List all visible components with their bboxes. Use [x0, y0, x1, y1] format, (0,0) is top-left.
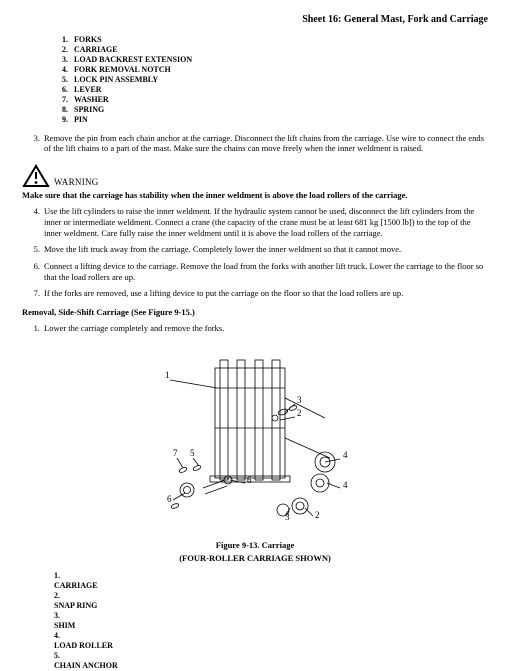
step-text: Remove the pin from each chain anchor at…: [44, 133, 488, 154]
step-text: Connect a lifting device to the carriage…: [44, 261, 488, 282]
figure-caption-2: (FOUR-ROLLER CARRIAGE SHOWN): [179, 553, 331, 564]
svg-text:4: 4: [343, 480, 348, 490]
svg-text:7: 7: [173, 448, 178, 458]
parts-list-num: 4.: [54, 631, 488, 641]
parts-list-row: 6. LEVER: [54, 85, 488, 95]
step-text: Move the lift truck away from the carria…: [44, 244, 488, 255]
parts-list-num: 1.: [54, 35, 68, 45]
parts-list-row: 3.SHIM: [54, 611, 488, 631]
svg-text:6: 6: [247, 475, 252, 485]
svg-text:5: 5: [190, 448, 195, 458]
parts-list-row: 4. FORK REMOVAL NOTCH: [54, 65, 488, 75]
parts-list-row: 8. SPRING: [54, 105, 488, 115]
parts-list-label: LOAD ROLLER: [54, 641, 488, 651]
parts-list-label: PIN: [74, 115, 88, 125]
parts-list-row: 1. FORKS: [54, 35, 488, 45]
parts-list-row: 1.CARRIAGE: [54, 571, 488, 591]
figure-caption-1: Figure 9-13. Carriage: [216, 540, 294, 551]
parts-list-label: CARRIAGE: [74, 45, 118, 55]
sheet-header: Sheet 16: General Mast, Fork and Carriag…: [22, 14, 488, 27]
parts-list-num: 4.: [54, 65, 68, 75]
step-text: If the forks are removed, use a lifting …: [44, 288, 488, 299]
step-number: 3.: [22, 133, 40, 154]
parts-list-bottom: 1.CARRIAGE2.SNAP RING3.SHIM4.LOAD ROLLER…: [54, 571, 488, 671]
step-4: 4. Use the lift cylinders to raise the i…: [22, 206, 488, 238]
parts-list-num: 6.: [54, 85, 68, 95]
parts-list-label: FORKS: [74, 35, 102, 45]
step-text: Lower the carriage completely and remove…: [44, 323, 488, 334]
parts-list-num: 1.: [54, 571, 488, 581]
warning-icon: [22, 164, 50, 188]
figure-9-13: 1 3 2 7 5 6 6 4 4 3 2 Figure 9-13. Carriage (FOUR-…: [22, 338, 488, 563]
parts-list-label: SNAP RING: [54, 601, 488, 611]
warning-line: Make sure that the carriage has stabilit…: [22, 190, 488, 201]
parts-list-num: 8.: [54, 105, 68, 115]
removal-subhead: Removal, Side-Shift Carriage (See Figure…: [22, 307, 488, 318]
parts-list-row: 5. LOCK PIN ASSEMBLY: [54, 75, 488, 85]
warning-label: WARNING: [54, 177, 99, 188]
carriage-diagram: 1 3 2 7 5 6 6 4 4 3 2: [125, 338, 385, 538]
step-5: 5. Move the lift truck away from the car…: [22, 244, 488, 255]
step-number: 6.: [22, 261, 40, 282]
procedure-steps: 3. Remove the pin from each chain anchor…: [22, 133, 488, 154]
parts-list-num: 9.: [54, 115, 68, 125]
parts-list-top: 1. FORKS 2. CARRIAGE 3. LOAD BACKREST EXTENSI…: [54, 35, 488, 125]
page: Sheet 16: General Mast, Fork and Carriag…: [0, 0, 510, 660]
parts-list-label: CHAIN ANCHOR: [54, 661, 488, 671]
parts-list-num: 3.: [54, 611, 488, 621]
parts-list-label: SHIM: [54, 621, 488, 631]
svg-text:2: 2: [315, 510, 320, 520]
parts-list-label: FORK REMOVAL NOTCH: [74, 65, 171, 75]
step-3: 3. Remove the pin from each chain anchor…: [22, 133, 488, 154]
parts-list-row: 4.LOAD ROLLER: [54, 631, 488, 651]
parts-list-label: SPRING: [74, 105, 104, 115]
parts-list-row: 2. CARRIAGE: [54, 45, 488, 55]
parts-list-num: 2.: [54, 45, 68, 55]
parts-list-num: 7.: [54, 95, 68, 105]
parts-list-label: CARRIAGE: [54, 581, 488, 591]
svg-text:2: 2: [297, 408, 302, 418]
parts-list-label: LOAD BACKREST EXTENSION: [74, 55, 192, 65]
step-number: 7.: [22, 288, 40, 299]
svg-text:3: 3: [285, 512, 290, 522]
parts-list-row: 5.CHAIN ANCHOR: [54, 651, 488, 671]
step-number: 1.: [22, 323, 40, 334]
svg-text:3: 3: [297, 395, 302, 405]
svg-text:4: 4: [343, 450, 348, 460]
step-number: 4.: [22, 206, 40, 238]
parts-list-row: 9. PIN: [54, 115, 488, 125]
parts-list-num: 3.: [54, 55, 68, 65]
parts-list-num: 5.: [54, 75, 68, 85]
parts-list-row: 7. WASHER: [54, 95, 488, 105]
parts-list-label: WASHER: [74, 95, 109, 105]
step-number: 5.: [22, 244, 40, 255]
parts-list-label: LEVER: [74, 85, 102, 95]
svg-text:6: 6: [167, 494, 172, 504]
parts-list-row: 2.SNAP RING: [54, 591, 488, 611]
svg-text:1: 1: [165, 370, 170, 380]
parts-list-row: 3. LOAD BACKREST EXTENSION: [54, 55, 488, 65]
warning-block: WARNING: [22, 164, 488, 188]
parts-list-label: LOCK PIN ASSEMBLY: [74, 75, 158, 85]
step-6: 6. Connect a lifting device to the carri…: [22, 261, 488, 282]
step-text: Use the lift cylinders to raise the inne…: [44, 206, 488, 238]
parts-list-num: 2.: [54, 591, 488, 601]
step-1b: 1. Lower the carriage completely and rem…: [22, 323, 488, 334]
step-7: 7. If the forks are removed, use a lifti…: [22, 288, 488, 299]
